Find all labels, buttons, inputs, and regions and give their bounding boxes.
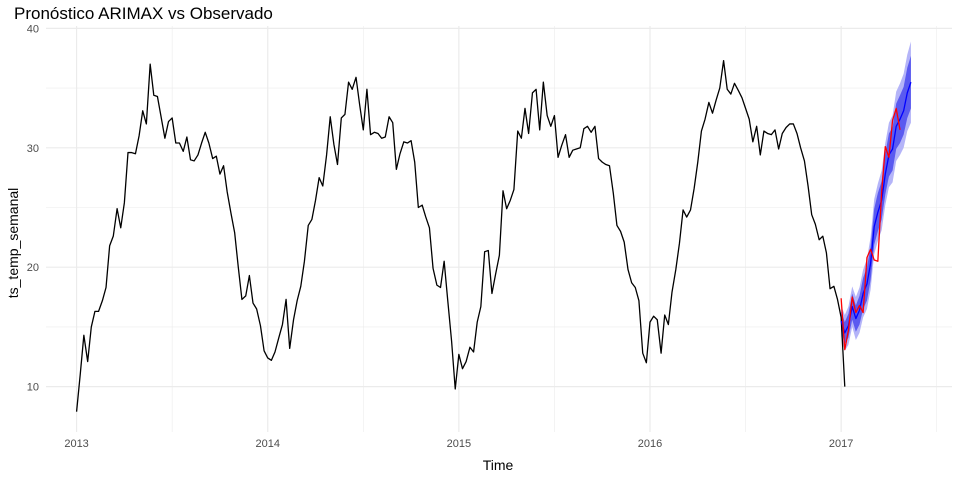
x-tick-label: 2013 [64,438,88,450]
forecast-mean-line [840,81,912,334]
y-tick-label: 20 [27,262,39,274]
tick-labels: 10 20 30 40 2013 2014 2015 2016 2017 [27,23,854,450]
y-tick-label: 30 [27,143,39,155]
y-tick-label: 40 [27,23,39,35]
y-tick-label: 10 [27,382,39,394]
test-actual-line [840,107,901,351]
x-tick-label: 2016 [638,438,662,450]
x-axis-title: Time [483,457,514,473]
chart-title: Pronóstico ARIMAX vs Observado [14,4,273,23]
forecast-band-80 [841,55,911,344]
x-tick-label: 2017 [829,438,853,450]
x-tick-label: 2014 [255,438,279,450]
observed-line [75,59,846,412]
y-axis-title: ts_temp_semanal [5,188,21,299]
x-tick-label: 2015 [447,438,471,450]
series-lines [75,59,912,412]
